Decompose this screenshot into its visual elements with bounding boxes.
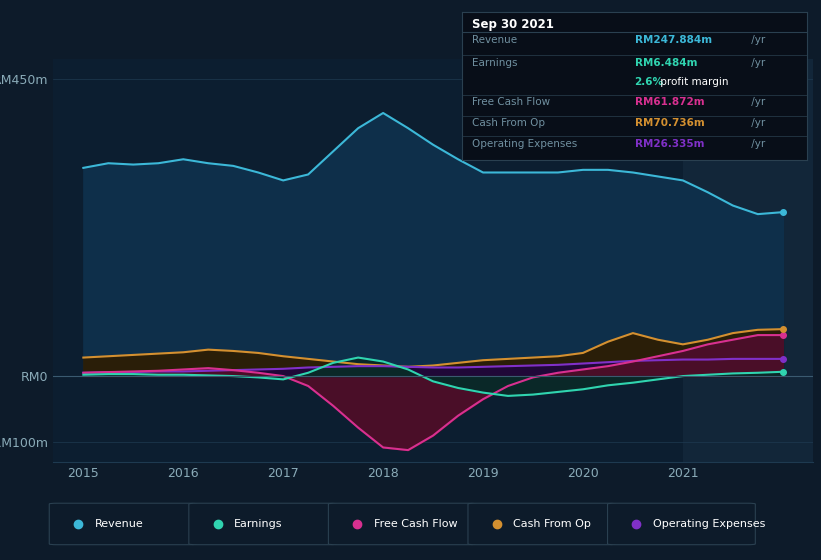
Text: Operating Expenses: Operating Expenses	[653, 519, 765, 529]
FancyBboxPatch shape	[189, 503, 337, 545]
Text: Earnings: Earnings	[234, 519, 282, 529]
Text: /yr: /yr	[749, 58, 766, 68]
Text: Revenue: Revenue	[472, 35, 517, 45]
FancyBboxPatch shape	[49, 503, 197, 545]
Text: profit margin: profit margin	[657, 77, 728, 87]
Text: RM247.884m: RM247.884m	[635, 35, 712, 45]
Text: /yr: /yr	[749, 118, 766, 128]
Text: Earnings: Earnings	[472, 58, 518, 68]
Text: /yr: /yr	[749, 138, 766, 148]
Text: Cash From Op: Cash From Op	[513, 519, 591, 529]
Text: RM26.335m: RM26.335m	[635, 138, 704, 148]
Text: Sep 30 2021: Sep 30 2021	[472, 18, 554, 31]
FancyBboxPatch shape	[328, 503, 476, 545]
Bar	[683, 59, 813, 462]
FancyBboxPatch shape	[608, 503, 755, 545]
FancyBboxPatch shape	[468, 503, 616, 545]
Text: RM70.736m: RM70.736m	[635, 118, 704, 128]
Text: Revenue: Revenue	[94, 519, 143, 529]
Text: Cash From Op: Cash From Op	[472, 118, 545, 128]
Text: RM6.484m: RM6.484m	[635, 58, 697, 68]
Text: RM61.872m: RM61.872m	[635, 97, 704, 107]
Text: Operating Expenses: Operating Expenses	[472, 138, 578, 148]
Text: /yr: /yr	[749, 35, 766, 45]
Text: Free Cash Flow: Free Cash Flow	[374, 519, 457, 529]
Text: /yr: /yr	[749, 97, 766, 107]
Text: 2.6%: 2.6%	[635, 77, 663, 87]
Text: Free Cash Flow: Free Cash Flow	[472, 97, 550, 107]
